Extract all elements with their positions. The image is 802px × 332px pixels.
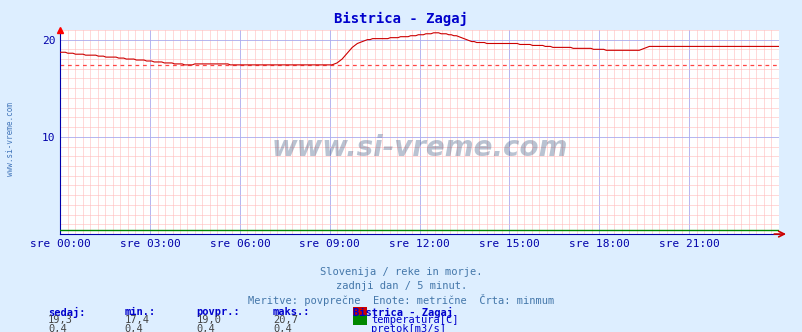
Text: 17,4: 17,4 [124, 315, 149, 325]
Text: 0,4: 0,4 [273, 324, 291, 332]
Text: www.si-vreme.com: www.si-vreme.com [271, 134, 567, 162]
Text: Slovenija / reke in morje.: Slovenija / reke in morje. [320, 267, 482, 277]
Text: 19,0: 19,0 [196, 315, 221, 325]
Text: Bistrica - Zagaj: Bistrica - Zagaj [334, 12, 468, 26]
Text: Bistrica - Zagaj: Bistrica - Zagaj [353, 307, 453, 318]
Text: 0,4: 0,4 [48, 324, 67, 332]
Text: temperatura[C]: temperatura[C] [371, 315, 458, 325]
Text: povpr.:: povpr.: [196, 307, 240, 317]
Text: 19,3: 19,3 [48, 315, 73, 325]
Text: sedaj:: sedaj: [48, 307, 86, 318]
Text: 0,4: 0,4 [124, 324, 143, 332]
Text: min.:: min.: [124, 307, 156, 317]
Text: 0,4: 0,4 [196, 324, 215, 332]
Text: zadnji dan / 5 minut.: zadnji dan / 5 minut. [335, 281, 467, 290]
Text: Meritve: povprečne  Enote: metrične  Črta: minmum: Meritve: povprečne Enote: metrične Črta:… [248, 294, 554, 306]
Text: maks.:: maks.: [273, 307, 310, 317]
Text: pretok[m3/s]: pretok[m3/s] [371, 324, 445, 332]
Text: 20,7: 20,7 [273, 315, 298, 325]
Text: www.si-vreme.com: www.si-vreme.com [6, 103, 15, 176]
